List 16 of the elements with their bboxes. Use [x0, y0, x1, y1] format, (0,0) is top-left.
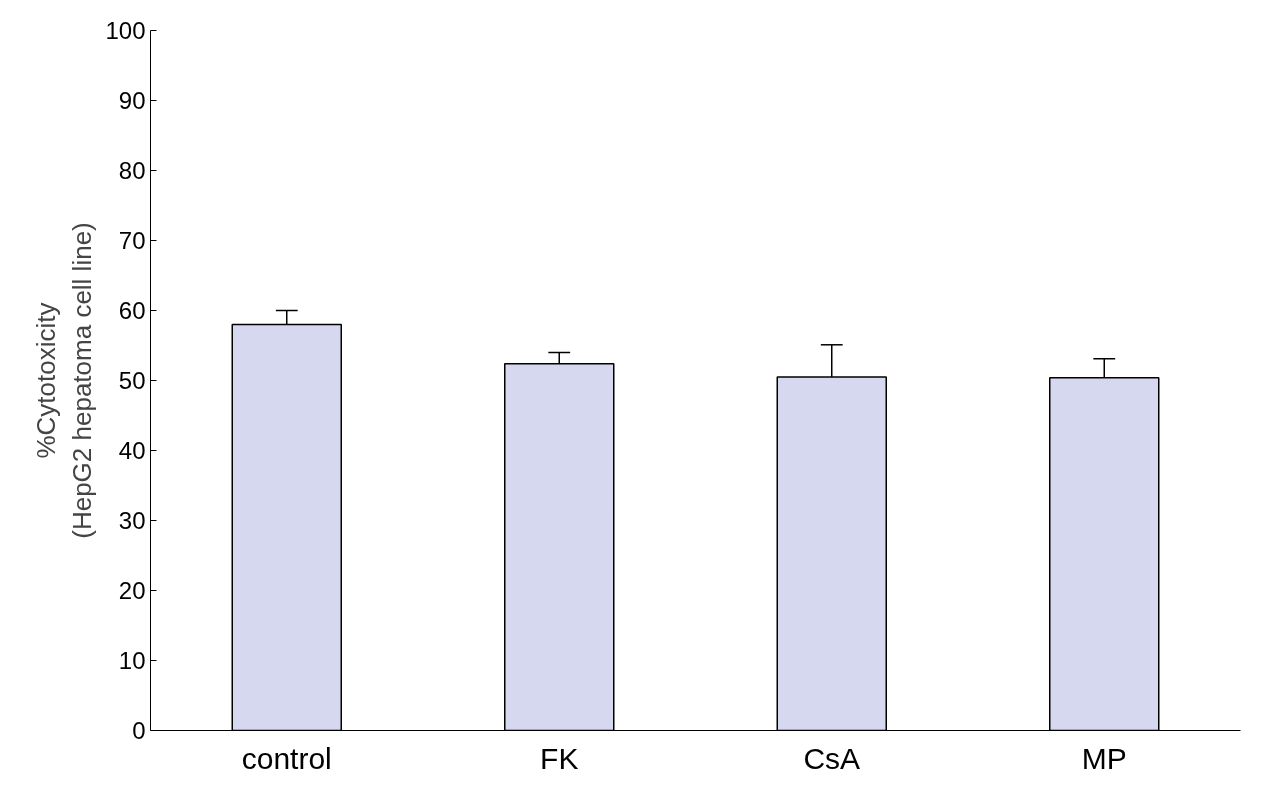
y-tick-label: 30 [118, 507, 146, 534]
y-tick-label: 20 [118, 577, 146, 604]
y-tick-label: 90 [118, 87, 146, 114]
y-tick-label: 10 [118, 647, 146, 674]
x-tick-label: control [241, 741, 332, 775]
y-tick-label: 70 [118, 227, 146, 254]
x-tick-label: CsA [803, 741, 861, 775]
y-tick-label: 80 [118, 157, 146, 184]
y-tick-label: 50 [118, 367, 146, 394]
y-axis-title: %Cytotoxicity (HepG2 hepatoma cell line) [31, 222, 98, 539]
x-tick-label: MP [1081, 741, 1127, 775]
y-tick-label: 0 [132, 717, 146, 744]
y-tick-label: 40 [118, 437, 146, 464]
y-tick-label: 60 [118, 297, 146, 324]
y-tick-label: 100 [105, 17, 146, 44]
x-tick-label: FK [540, 741, 579, 775]
